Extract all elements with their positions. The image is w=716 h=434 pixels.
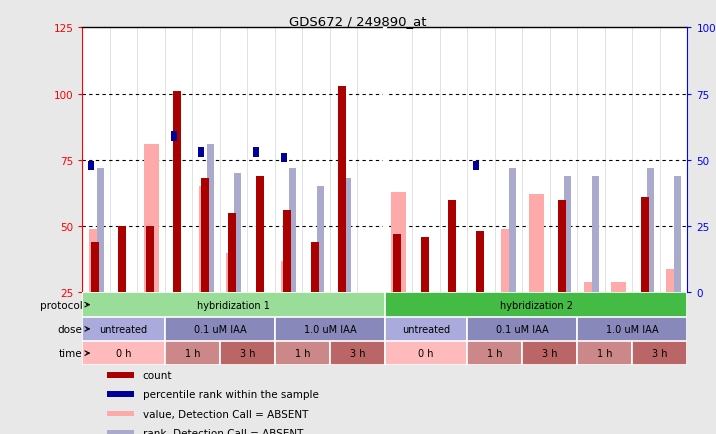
Bar bbox=[198, 148, 204, 157]
Bar bbox=[198, 187, 213, 293]
Bar bbox=[146, 227, 153, 293]
Text: untreated: untreated bbox=[100, 324, 147, 334]
Bar bbox=[476, 232, 483, 293]
Text: 3 h: 3 h bbox=[652, 349, 667, 358]
Bar bbox=[385, 293, 687, 317]
Bar bbox=[311, 243, 319, 293]
Bar bbox=[256, 176, 263, 293]
Bar bbox=[330, 341, 385, 365]
Text: 1 h: 1 h bbox=[597, 349, 613, 358]
Text: 1 h: 1 h bbox=[487, 349, 503, 358]
Bar bbox=[385, 317, 468, 341]
Bar bbox=[558, 200, 566, 293]
Bar bbox=[577, 341, 632, 365]
Bar bbox=[473, 161, 479, 171]
Bar bbox=[666, 269, 681, 293]
Bar bbox=[107, 372, 134, 378]
Bar bbox=[448, 200, 456, 293]
Text: 1 h: 1 h bbox=[185, 349, 200, 358]
Bar bbox=[253, 148, 259, 157]
Text: 3 h: 3 h bbox=[240, 349, 255, 358]
Bar bbox=[528, 195, 543, 293]
Bar bbox=[82, 293, 385, 317]
Bar bbox=[91, 243, 99, 293]
Bar bbox=[165, 341, 220, 365]
Text: 0.1 uM IAA: 0.1 uM IAA bbox=[496, 324, 548, 334]
Bar bbox=[344, 179, 351, 293]
Bar bbox=[82, 341, 165, 365]
Bar bbox=[118, 227, 126, 293]
Bar bbox=[391, 192, 406, 293]
Text: 1.0 uM IAA: 1.0 uM IAA bbox=[304, 324, 356, 334]
Text: 0 h: 0 h bbox=[116, 349, 131, 358]
Bar bbox=[339, 86, 346, 293]
Bar bbox=[592, 176, 599, 293]
Text: 0.1 uM IAA: 0.1 uM IAA bbox=[193, 324, 246, 334]
Bar bbox=[674, 176, 681, 293]
Bar bbox=[509, 168, 516, 293]
Bar bbox=[632, 341, 687, 365]
Bar bbox=[281, 153, 286, 162]
Bar bbox=[201, 179, 208, 293]
Bar bbox=[143, 145, 159, 293]
Bar bbox=[501, 229, 516, 293]
Text: dose: dose bbox=[57, 324, 82, 334]
Text: time: time bbox=[59, 349, 82, 358]
Bar bbox=[523, 341, 577, 365]
Bar bbox=[165, 317, 275, 341]
Text: count: count bbox=[142, 370, 173, 380]
Bar bbox=[82, 317, 165, 341]
Bar bbox=[584, 282, 599, 293]
Bar bbox=[577, 317, 687, 341]
Text: GDS672 / 249890_at: GDS672 / 249890_at bbox=[289, 15, 427, 28]
Bar bbox=[564, 176, 571, 293]
Bar bbox=[275, 317, 385, 341]
Text: 3 h: 3 h bbox=[349, 349, 365, 358]
Text: hybridization 1: hybridization 1 bbox=[197, 300, 270, 310]
Text: hybridization 2: hybridization 2 bbox=[500, 300, 573, 310]
Bar bbox=[316, 187, 324, 293]
Bar bbox=[385, 341, 468, 365]
Text: 0 h: 0 h bbox=[418, 349, 434, 358]
Bar bbox=[393, 235, 401, 293]
Bar bbox=[421, 237, 429, 293]
Bar bbox=[284, 211, 291, 293]
Bar bbox=[173, 92, 181, 293]
Bar bbox=[228, 214, 236, 293]
Bar bbox=[88, 161, 95, 171]
Text: rank, Detection Call = ABSENT: rank, Detection Call = ABSENT bbox=[142, 428, 303, 434]
Text: value, Detection Call = ABSENT: value, Detection Call = ABSENT bbox=[142, 408, 308, 418]
Bar bbox=[220, 341, 275, 365]
Bar bbox=[611, 282, 626, 293]
Bar bbox=[641, 197, 649, 293]
Bar bbox=[275, 341, 330, 365]
Bar bbox=[281, 261, 296, 293]
Bar bbox=[207, 145, 213, 293]
Bar bbox=[468, 341, 523, 365]
Text: untreated: untreated bbox=[402, 324, 450, 334]
Text: 1.0 uM IAA: 1.0 uM IAA bbox=[606, 324, 659, 334]
Bar bbox=[89, 229, 104, 293]
Bar bbox=[647, 168, 654, 293]
Bar bbox=[97, 168, 104, 293]
Bar bbox=[289, 168, 296, 293]
Text: 3 h: 3 h bbox=[542, 349, 558, 358]
Text: percentile rank within the sample: percentile rank within the sample bbox=[142, 389, 319, 399]
Bar bbox=[107, 391, 134, 397]
Bar bbox=[234, 174, 241, 293]
Bar bbox=[107, 411, 134, 417]
Bar bbox=[170, 132, 177, 141]
Bar bbox=[226, 253, 241, 293]
Text: 1 h: 1 h bbox=[294, 349, 310, 358]
Text: protocol: protocol bbox=[39, 300, 82, 310]
Bar bbox=[107, 430, 134, 434]
Bar bbox=[468, 317, 577, 341]
